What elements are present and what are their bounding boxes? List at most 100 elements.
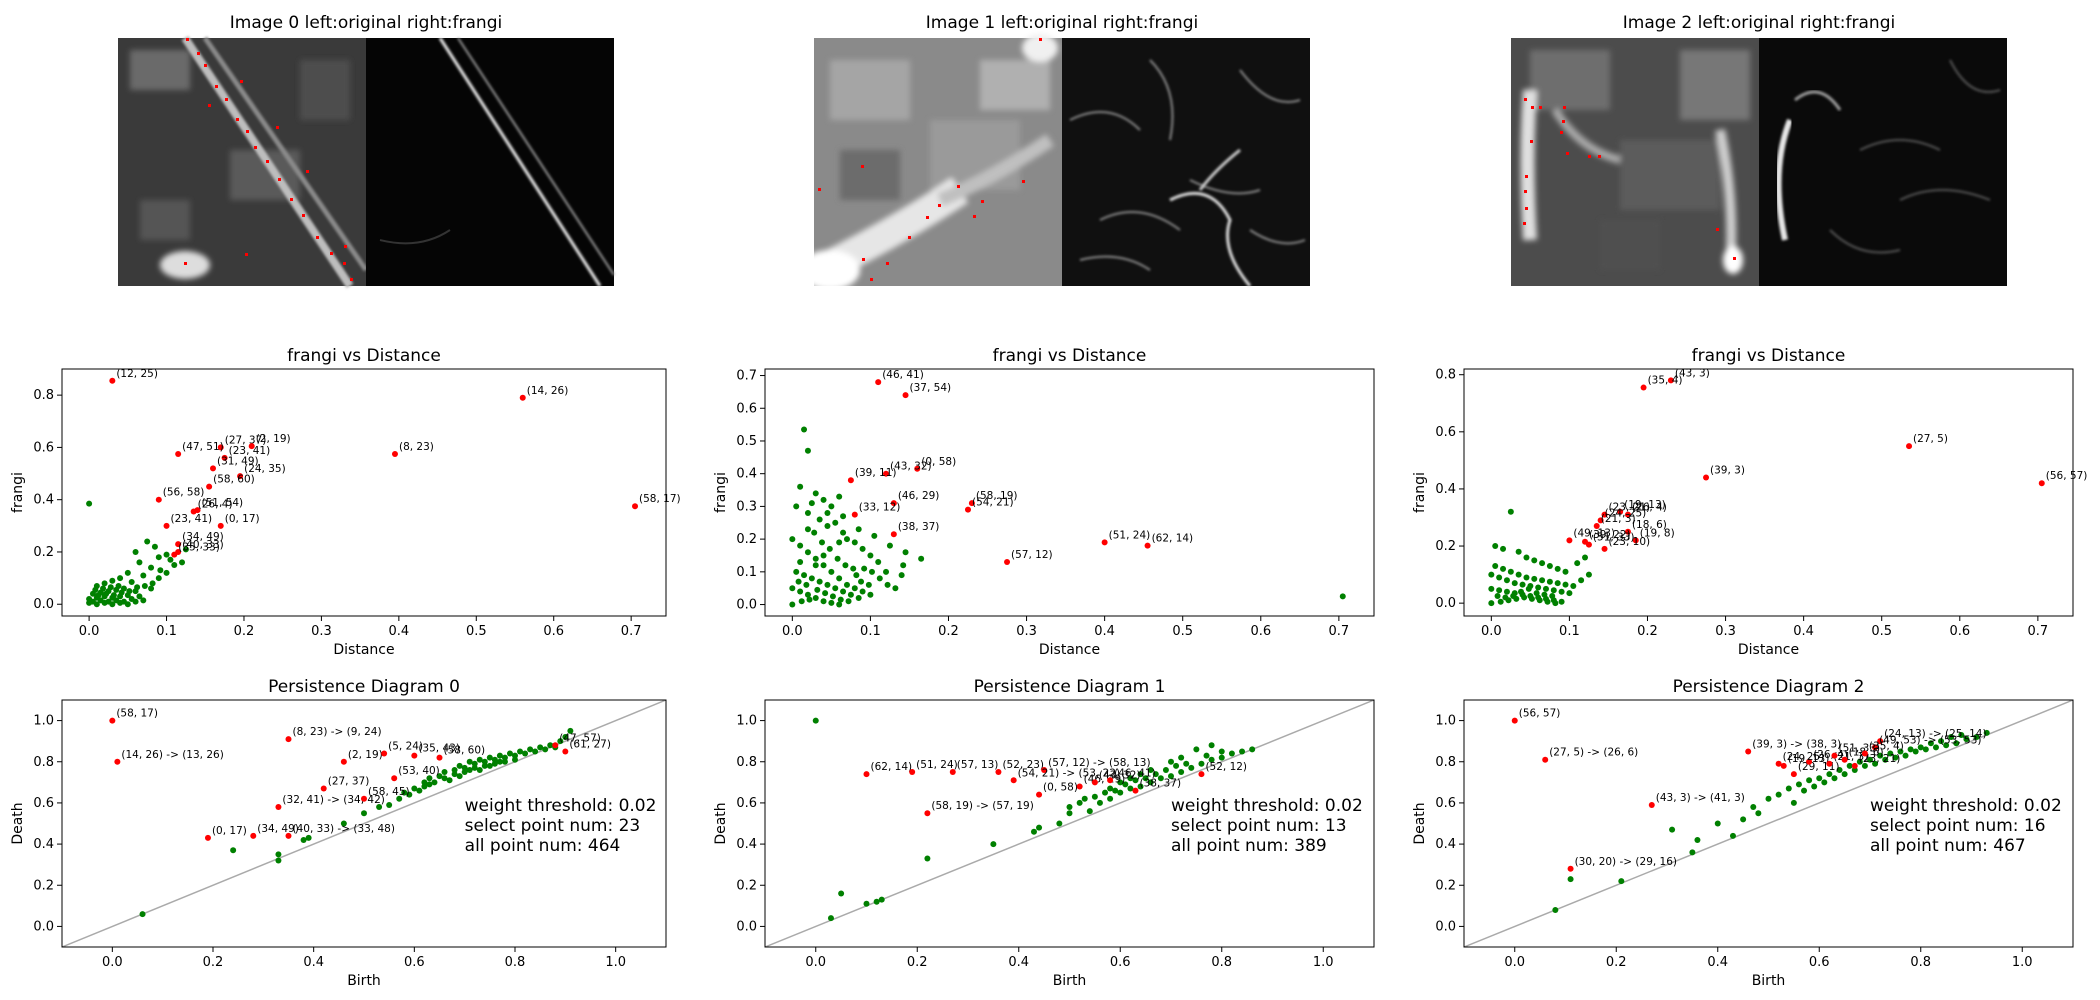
data-point <box>851 539 858 546</box>
data-point <box>144 538 151 545</box>
data-point <box>898 572 905 579</box>
point-label: (0, 58) <box>1043 782 1078 794</box>
point-label: (35, 33) <box>178 542 220 554</box>
x-tick-label: 0.8 <box>1910 955 1931 970</box>
x-tick-label: 0.2 <box>1606 955 1627 970</box>
x-tick-label: 0.6 <box>1949 624 1970 639</box>
selected-point <box>250 832 257 839</box>
selected-point <box>190 508 197 515</box>
other-points <box>789 426 1346 608</box>
point-label: (26, 4) <box>1632 502 1667 514</box>
data-point <box>1714 820 1721 827</box>
data-point <box>1496 587 1503 594</box>
data-point <box>456 773 463 780</box>
info-text: weight threshold: 0.02 <box>1870 796 2062 816</box>
x-tick-label: 0.8 <box>1211 955 1232 970</box>
axes-frame <box>764 368 1375 617</box>
data-point <box>828 568 835 575</box>
point-label: (35, 43) <box>418 743 460 755</box>
image-2-frangi <box>1759 38 2007 286</box>
data-point <box>1096 799 1103 806</box>
data-point <box>1801 787 1808 794</box>
y-tick-label: 0.0 <box>1435 596 1456 611</box>
info-text: select point num: 13 <box>1171 816 1347 836</box>
x-tick-label: 0.2 <box>234 624 255 639</box>
data-point <box>820 598 827 605</box>
point-label: (33, 12) <box>859 502 901 514</box>
image-2-original <box>1511 38 1759 286</box>
selected-point <box>1624 511 1631 518</box>
data-point <box>878 896 885 903</box>
data-point <box>532 748 539 755</box>
data-point <box>300 836 307 843</box>
data-point <box>1091 793 1098 800</box>
chart-panel-3: frangi vs Distance (12, 25) (14, 26) (8, 23… <box>10 346 681 658</box>
data-point <box>126 588 133 595</box>
selected-point <box>875 379 882 386</box>
data-point <box>537 744 544 751</box>
data-point <box>86 500 93 507</box>
data-point <box>1542 585 1549 592</box>
info-text: all point num: 467 <box>1870 836 2026 856</box>
data-point <box>1892 754 1899 761</box>
x-tick-label: 0.1 <box>156 624 177 639</box>
selected-point <box>361 795 367 802</box>
x-tick-label: 0.6 <box>1110 955 1131 970</box>
data-point <box>1917 744 1924 751</box>
data-point <box>820 496 827 503</box>
x-tick-label: 0.6 <box>543 624 564 639</box>
point-label: (35, 4) <box>1648 375 1683 387</box>
selected-point <box>1826 760 1833 767</box>
data-point <box>1938 738 1945 745</box>
x-tick-label: 1.0 <box>1313 955 1334 970</box>
data-point <box>128 579 135 586</box>
data-point <box>1882 756 1889 763</box>
selected-point <box>1076 783 1083 790</box>
data-point <box>804 509 811 516</box>
data-point <box>117 575 124 582</box>
selected-point <box>1624 528 1631 535</box>
data-point <box>481 762 488 769</box>
data-point <box>1867 756 1873 763</box>
data-point <box>797 483 804 490</box>
data-point <box>1208 742 1215 749</box>
data-point <box>826 545 833 552</box>
data-point <box>92 586 99 593</box>
data-point <box>501 754 508 761</box>
data-point <box>1127 775 1134 782</box>
data-point <box>804 447 811 454</box>
point-label: (51, 33) <box>1593 532 1635 544</box>
selected-point <box>890 500 897 507</box>
point-label: (29, 11) <box>1798 761 1840 773</box>
x-tick-label: 0.4 <box>1094 624 1115 639</box>
y-tick-label: 0.6 <box>1435 796 1456 811</box>
chart-title: Persistence Diagram 1 <box>974 677 1166 697</box>
data-point <box>557 738 564 745</box>
data-point <box>1339 593 1346 600</box>
point-label: (58, 17) <box>639 493 681 505</box>
data-point <box>789 536 796 543</box>
selected-point <box>863 771 870 778</box>
y-tick-label: 0.4 <box>1435 837 1456 852</box>
data-point <box>396 795 403 802</box>
point-label: (27, 5) -> (26, 6) <box>1549 747 1638 759</box>
selected-point <box>436 754 443 761</box>
data-point <box>506 750 513 757</box>
data-point <box>1729 832 1736 839</box>
data-point <box>1750 804 1757 811</box>
point-label: (0, 58) <box>921 456 956 468</box>
y-tick-label: 0.5 <box>736 434 757 449</box>
point-label: (58, 60) <box>213 474 255 486</box>
data-point <box>808 575 815 582</box>
selected-point <box>1601 511 1608 518</box>
x-tick-label: 0.6 <box>404 955 425 970</box>
x-tick-label: 1.0 <box>2012 955 2033 970</box>
data-point <box>797 542 804 549</box>
y-tick-label: 0.6 <box>33 796 54 811</box>
selected-points: (58, 17) (14, 26) -> (13, 26) (8, 23) -> (… <box>109 708 611 841</box>
selected-point <box>237 473 244 480</box>
selected-point <box>1198 771 1205 778</box>
data-point <box>850 565 857 572</box>
selected-point <box>519 394 526 401</box>
point-label: (34, 49) <box>182 531 224 543</box>
